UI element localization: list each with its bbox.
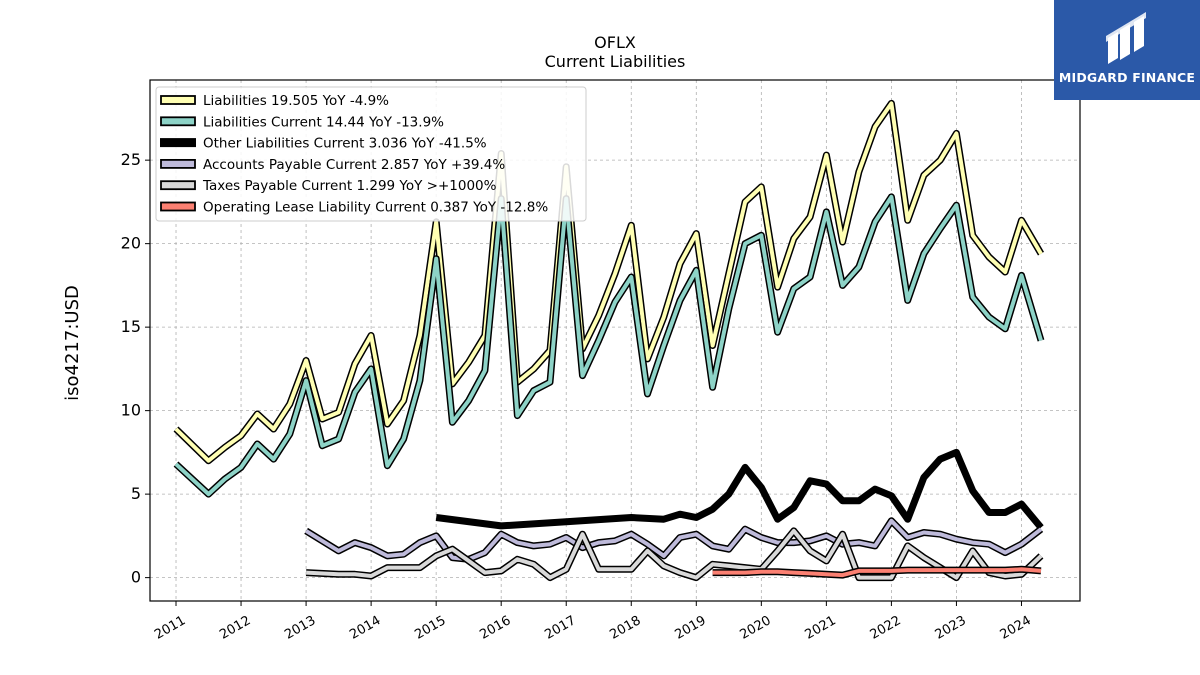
x-tick-label: 2019: [672, 613, 708, 643]
x-tick-label: 2013: [282, 613, 318, 643]
series-line: [305, 528, 1043, 580]
logo-text: MIDGARD FINANCE: [1058, 70, 1196, 85]
series-line: [305, 518, 1043, 562]
x-tick-label: 2015: [412, 613, 448, 643]
series-other-liabilities-current: [435, 448, 1044, 530]
y-tick-label: 10: [121, 401, 141, 420]
legend-label: Other Liabilities Current 3.036 YoY -41.…: [203, 136, 487, 152]
series-accounts-payable-current: [304, 517, 1044, 563]
legend-item: Liabilities Current 14.44 YoY -13.9%: [160, 114, 444, 130]
x-tick-label: 2020: [737, 613, 773, 643]
x-tick-label: 2023: [933, 613, 969, 643]
y-tick-label: 20: [121, 234, 141, 253]
legend-item: Other Liabilities Current 3.036 YoY -41.…: [160, 136, 487, 152]
series-line: [174, 101, 1043, 463]
legend-item: Taxes Payable Current 1.299 YoY >+1000%: [160, 178, 497, 194]
legend-swatch: [160, 180, 196, 191]
legend-box: [155, 86, 587, 222]
x-tick-label: 2012: [217, 613, 253, 643]
legend-item: Operating Lease Liability Current 0.387 …: [160, 200, 548, 216]
series-line: [435, 448, 1044, 530]
series-line-outline: [304, 517, 1044, 563]
series-liabilities-current: [173, 193, 1045, 498]
y-tick-label: 0: [131, 568, 141, 587]
legend: Liabilities 19.505 YoY -4.9% Liabilities …: [155, 86, 587, 222]
y-tick-label: 25: [121, 150, 141, 169]
series-line: [174, 194, 1043, 497]
legend-swatch: [160, 138, 196, 148]
x-tick-label: 2017: [542, 613, 578, 643]
x-tick-label: 2014: [347, 613, 383, 643]
chart-title: OFLX: [594, 33, 636, 52]
legend-label: Liabilities 19.505 YoY -4.9%: [203, 93, 389, 109]
series-taxes-payable-current: [305, 527, 1044, 582]
legend-label: Taxes Payable Current 1.299 YoY >+1000%: [202, 178, 497, 194]
x-tick-label: 2021: [803, 613, 839, 643]
legend-swatch: [160, 95, 196, 105]
x-tick-label: 2024: [998, 613, 1034, 643]
legend-swatch: [160, 158, 196, 169]
y-tick-label: 5: [131, 484, 141, 503]
midgard-finance-logo: MIDGARD FINANCE: [1054, 0, 1200, 100]
x-tick-label: 2011: [152, 613, 188, 643]
series-operating-lease-liability-current: [712, 565, 1042, 579]
series-layer: [173, 99, 1045, 582]
series-liabilities: [173, 99, 1045, 465]
legend-item: Accounts Payable Current 2.857 YoY +39.4…: [160, 157, 505, 173]
legend-item: Liabilities 19.505 YoY -4.9%: [160, 93, 389, 109]
x-tick-label: 2016: [477, 613, 513, 643]
legend-label: Liabilities Current 14.44 YoY -13.9%: [203, 114, 444, 130]
plot-frame: [149, 79, 1081, 602]
x-tick-label: 2018: [607, 613, 643, 643]
logo-mark-icon: [1106, 12, 1146, 64]
chart-subtitle: Current Liabilities: [545, 52, 686, 71]
x-tick-label: 2022: [868, 613, 904, 643]
legend-swatch: [160, 201, 196, 212]
y-tick-label: 15: [121, 317, 141, 336]
y-axis-label: iso4217:USD: [62, 285, 83, 401]
legend-swatch: [160, 116, 196, 127]
legend-label: Accounts Payable Current 2.857 YoY +39.4…: [203, 157, 505, 173]
legend-label: Operating Lease Liability Current 0.387 …: [203, 200, 548, 216]
series-line: [712, 567, 1042, 578]
